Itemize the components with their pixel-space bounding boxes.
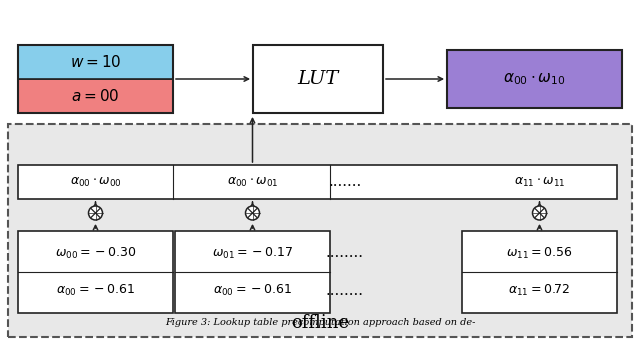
Text: $\alpha_{11}\cdot\omega_{11}$: $\alpha_{11}\cdot\omega_{11}$ bbox=[514, 176, 565, 189]
Bar bbox=[175, 231, 330, 313]
Bar bbox=[18, 45, 173, 113]
Bar bbox=[462, 231, 617, 313]
Text: offline: offline bbox=[291, 314, 349, 332]
Text: $\omega_{00} = -0.30$: $\omega_{00} = -0.30$ bbox=[54, 246, 136, 261]
Bar bbox=[447, 50, 622, 108]
Text: $\omega_{01} = -0.17$: $\omega_{01} = -0.17$ bbox=[212, 246, 293, 261]
Text: $w = 10$: $w = 10$ bbox=[70, 54, 121, 70]
Bar bbox=[18, 165, 617, 199]
Text: $\alpha_{00}\cdot\omega_{10}$: $\alpha_{00}\cdot\omega_{10}$ bbox=[503, 71, 566, 87]
Text: $\alpha_{11} = 0.72$: $\alpha_{11} = 0.72$ bbox=[508, 283, 571, 298]
Text: Figure 3: Lookup table precomputation approach based on de-: Figure 3: Lookup table precomputation ap… bbox=[165, 318, 475, 327]
Text: .......: ....... bbox=[328, 175, 362, 189]
Bar bbox=[18, 79, 173, 113]
Circle shape bbox=[88, 206, 102, 220]
Text: ........: ........ bbox=[326, 246, 364, 260]
Text: $\alpha_{00} = -0.61$: $\alpha_{00} = -0.61$ bbox=[213, 283, 292, 298]
Bar bbox=[18, 45, 173, 79]
Text: $\omega_{11} = 0.56$: $\omega_{11} = 0.56$ bbox=[506, 246, 573, 261]
Text: $\alpha_{00}\cdot\omega_{00}$: $\alpha_{00}\cdot\omega_{00}$ bbox=[70, 176, 122, 189]
Text: ........: ........ bbox=[326, 284, 364, 298]
Text: $a = 00$: $a = 00$ bbox=[71, 88, 120, 104]
Circle shape bbox=[246, 206, 259, 220]
Bar bbox=[253, 45, 383, 113]
Bar bbox=[8, 124, 632, 337]
Text: $\alpha_{00}\cdot\omega_{01}$: $\alpha_{00}\cdot\omega_{01}$ bbox=[227, 176, 278, 189]
Bar bbox=[18, 231, 173, 313]
Text: LUT: LUT bbox=[298, 70, 339, 88]
Circle shape bbox=[532, 206, 547, 220]
Text: $\alpha_{00} = -0.61$: $\alpha_{00} = -0.61$ bbox=[56, 283, 135, 298]
